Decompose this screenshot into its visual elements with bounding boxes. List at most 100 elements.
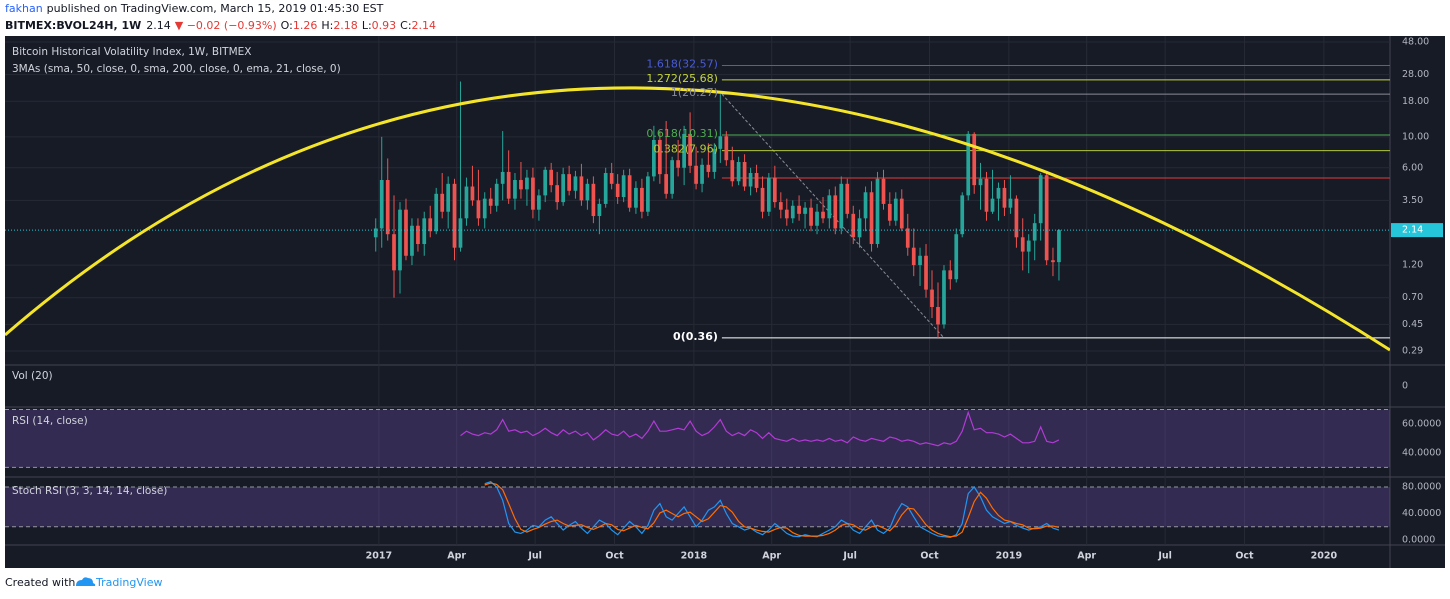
- candle-body: [784, 209, 789, 219]
- candle-body: [803, 207, 807, 214]
- y-tick-label: 0.29: [1402, 345, 1423, 356]
- publish-line: fakhan published on TradingView.com, Marc…: [5, 2, 384, 15]
- footer: Created with TradingView: [5, 576, 162, 589]
- band-fill: [5, 487, 1390, 527]
- symbol: BITMEX:BVOL24H, 1W: [5, 19, 141, 32]
- pane-title: RSI (14, close): [12, 415, 88, 427]
- candle-body: [627, 175, 632, 208]
- candle-body: [646, 176, 650, 212]
- candle-body: [936, 307, 940, 325]
- candle-body: [700, 164, 704, 184]
- label-layer: 2017 Apr Jul Oct 2018 Apr Jul Oct 2019 Apr Jul Oct 2…: [12, 36, 1443, 562]
- y-tick-label: 10.00: [1402, 131, 1429, 142]
- candle-body: [416, 225, 420, 245]
- candle-body: [706, 164, 711, 172]
- candle-body: [1026, 240, 1031, 252]
- candle-body: [760, 187, 765, 212]
- candle-body: [839, 183, 844, 229]
- candle-body: [766, 177, 771, 212]
- author[interactable]: fakhan: [5, 2, 43, 15]
- drawing-layer: [5, 86, 1390, 352]
- candle-body: [452, 183, 457, 248]
- candle-body: [911, 247, 916, 266]
- candle-body: [742, 161, 747, 187]
- fib-level-label: 0.382(7.96): [653, 143, 718, 156]
- candle-body: [404, 209, 408, 256]
- pane-title: Stoch RSI (3, 3, 14, 14, close): [12, 485, 167, 497]
- candle-body: [851, 213, 856, 238]
- x-tick-label: Jul: [1157, 551, 1172, 562]
- candle-body: [664, 174, 669, 194]
- y-tick-label: 48.00: [1402, 36, 1429, 47]
- candle-body: [1057, 230, 1061, 263]
- candle-body: [555, 185, 560, 203]
- candle-body: [385, 180, 390, 235]
- symbol-line: BITMEX:BVOL24H, 1W 2.14 ▼ −0.02 (−0.93%) O:…: [5, 19, 436, 32]
- candle-body: [718, 136, 723, 149]
- fib-level-label: 0(0.36): [673, 330, 718, 343]
- y-tick-label: 1.20: [1402, 260, 1423, 271]
- candle-body: [778, 202, 783, 210]
- candle-body: [379, 180, 384, 229]
- candle-body: [688, 133, 692, 166]
- y-tick-label: 6.00: [1402, 162, 1423, 173]
- candle-body: [410, 225, 414, 256]
- candle-body: [500, 171, 505, 184]
- fib-level-label: 0.618(10.31): [646, 127, 718, 140]
- ohlc-value: 0.93: [372, 19, 397, 32]
- y-tick-label: 80.0000: [1402, 482, 1441, 493]
- y-tick-label: 40.0000: [1402, 508, 1441, 519]
- x-tick-label: 2020: [1311, 551, 1338, 562]
- publish-info: published on TradingView.com, March 15, …: [47, 2, 384, 15]
- candle-body: [464, 186, 469, 219]
- footer-brand[interactable]: TradingView: [95, 576, 162, 589]
- ohlc-label: L:: [362, 19, 372, 32]
- y-tick-label: 0.0000: [1402, 535, 1435, 546]
- candle-body: [482, 198, 487, 219]
- candle-body: [748, 173, 753, 187]
- candle-body: [488, 198, 493, 206]
- chart-background: [5, 36, 1445, 568]
- candle-body: [585, 183, 590, 201]
- candle-body: [652, 139, 656, 177]
- candle-body: [827, 195, 832, 219]
- candle-body: [833, 195, 838, 229]
- candle-body: [458, 218, 463, 248]
- candle-body: [494, 183, 499, 206]
- candle-body: [857, 218, 862, 238]
- candle-body: [1002, 187, 1007, 208]
- candle-body: [579, 176, 584, 201]
- candle-body: [1020, 237, 1025, 252]
- x-tick-label: Jul: [842, 551, 857, 562]
- logo-icon: [76, 577, 96, 586]
- ohlc-value: 1.26: [293, 19, 318, 32]
- candle-body: [506, 171, 511, 199]
- candle-body: [815, 211, 819, 226]
- candle-body: [790, 205, 795, 219]
- candle-body: [1051, 260, 1055, 263]
- candle-body: [567, 174, 571, 191]
- candle-body: [924, 255, 928, 290]
- candle-body: [984, 178, 989, 212]
- candle-body: [422, 218, 427, 245]
- fib-level-label: 1.618(32.57): [646, 57, 718, 70]
- candle-body: [736, 161, 741, 182]
- candle-body: [658, 139, 662, 175]
- candle-body: [670, 160, 674, 194]
- grid-layer: [5, 36, 1390, 545]
- band-fill: [5, 409, 1390, 468]
- y-tick-label: 18.00: [1402, 96, 1429, 107]
- candle-body: [428, 218, 433, 232]
- candle-body: [373, 228, 378, 238]
- candle-body: [398, 209, 402, 271]
- y-tick-label: 3.50: [1402, 195, 1423, 206]
- candle-body: [682, 133, 686, 168]
- candle-body: [597, 203, 602, 217]
- ohlc-label: O:: [281, 19, 293, 32]
- candle-body: [440, 193, 445, 212]
- last-price-label: 2.14: [1402, 225, 1423, 236]
- ohlc-label: C:: [400, 19, 411, 32]
- x-tick-label: 2018: [681, 551, 708, 562]
